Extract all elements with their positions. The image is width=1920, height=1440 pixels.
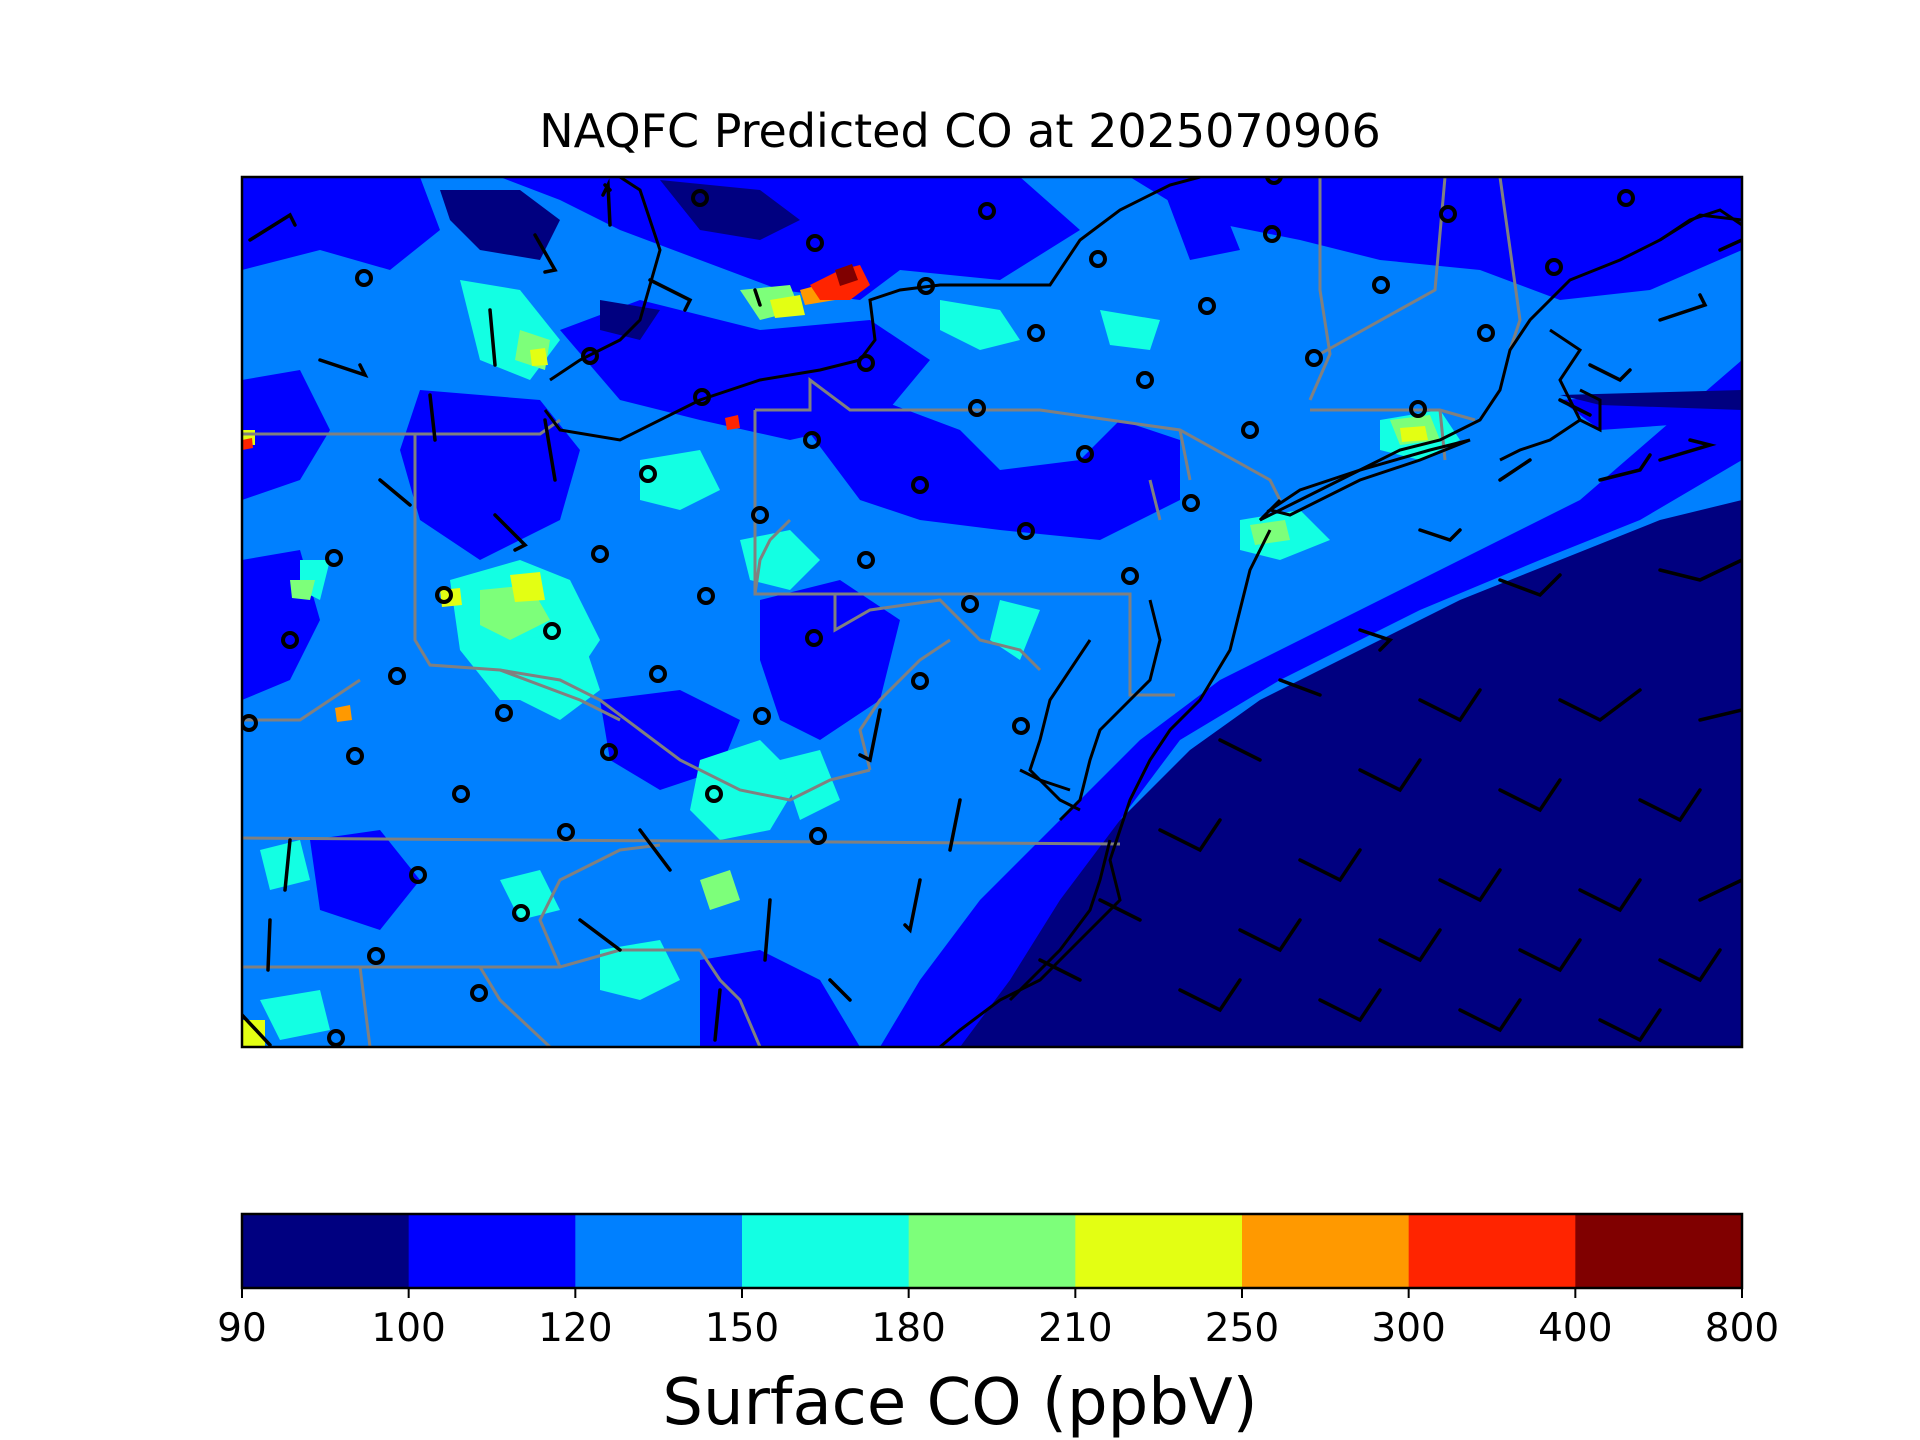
colorbar-segment-180-210 bbox=[908, 1214, 1076, 1288]
colorbar-tick-label: 210 bbox=[1038, 1306, 1113, 1351]
colorbar-segment-120-150 bbox=[575, 1214, 743, 1288]
colorbar-segment-300-400 bbox=[1408, 1214, 1576, 1288]
coastlines bbox=[543, 177, 1742, 1047]
colorbar-tick-label: 120 bbox=[538, 1306, 613, 1351]
colorbar-frame bbox=[240, 1212, 1744, 1290]
co-level-400-800 bbox=[835, 264, 858, 286]
colorbar-segment-210-250 bbox=[1075, 1214, 1243, 1288]
colorbar-segment-150-180 bbox=[742, 1214, 910, 1288]
colorbar-segment-250-300 bbox=[1242, 1214, 1410, 1288]
wind-barbs bbox=[242, 178, 1742, 1047]
concentration-field bbox=[242, 177, 1742, 1047]
colorbar-segment-90-100 bbox=[242, 1214, 410, 1288]
figure-title: NAQFC Predicted CO at 2025070906 bbox=[539, 104, 1381, 158]
colorbar-segment-100-120 bbox=[408, 1214, 576, 1288]
colorbar bbox=[240, 1212, 1744, 1298]
colorbar-tick-label: 180 bbox=[871, 1306, 946, 1351]
colorbar-tick-label: 400 bbox=[1538, 1306, 1613, 1351]
colorbar-tick-label: 100 bbox=[371, 1306, 446, 1351]
map-frame bbox=[240, 175, 1744, 1049]
colorbar-segment-400-800 bbox=[1575, 1214, 1743, 1288]
colorbar-tick-label: 90 bbox=[217, 1306, 267, 1351]
observation-sites bbox=[242, 177, 1635, 1047]
colorbar-tick-label: 250 bbox=[1204, 1306, 1280, 1351]
colorbar-tick-label: 800 bbox=[1704, 1306, 1780, 1351]
co-level-90-100 bbox=[440, 180, 1742, 1047]
colorbar-tick-label: 300 bbox=[1371, 1306, 1446, 1351]
state-boundaries bbox=[242, 177, 1522, 1047]
colorbar-label: Surface CO (ppbV) bbox=[662, 1366, 1258, 1440]
colorbar-tick-label: 150 bbox=[704, 1306, 780, 1351]
